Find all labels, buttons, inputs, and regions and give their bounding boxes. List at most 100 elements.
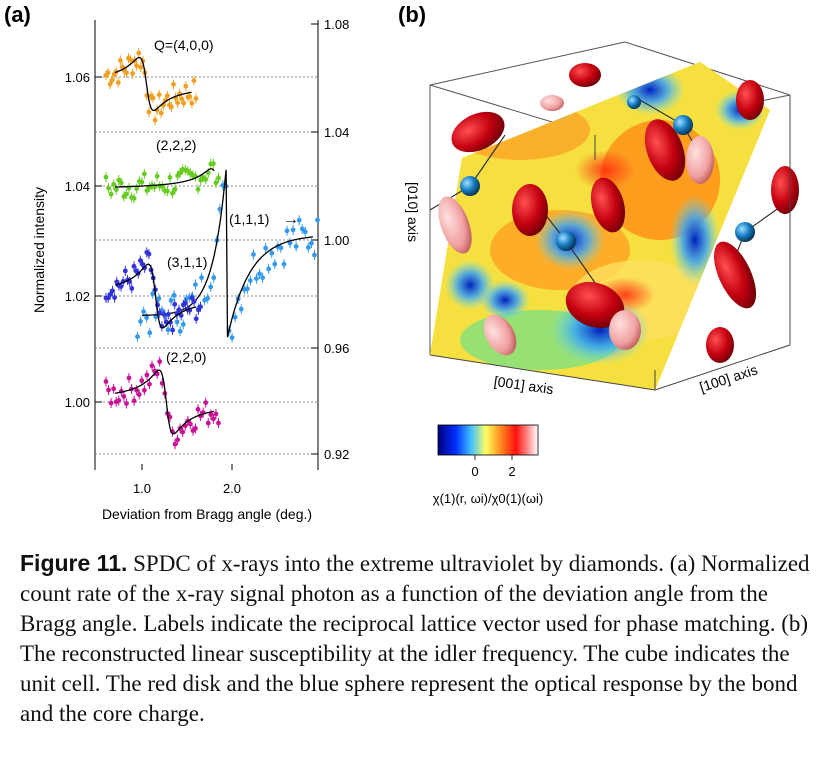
- data-point: [299, 226, 305, 232]
- data-point: [142, 265, 148, 271]
- colorbar-tick: 2: [508, 464, 515, 479]
- data-point: [109, 77, 115, 83]
- data-point: [281, 261, 287, 267]
- bond-disk: [512, 184, 548, 236]
- data-point: [170, 190, 175, 196]
- core-sphere: [460, 176, 480, 196]
- data-point: [278, 245, 284, 251]
- data-point: [208, 412, 214, 417]
- data-point: [269, 250, 275, 256]
- x-axis-label: Deviation from Bragg angle (deg.): [102, 506, 312, 522]
- data-point: [183, 300, 188, 306]
- data-point: [254, 276, 259, 281]
- data-point: [266, 266, 272, 272]
- series-label-220: (2,2,0): [166, 349, 206, 365]
- data-point: [198, 304, 203, 310]
- bond-disk: [540, 95, 564, 111]
- data-point: [134, 186, 140, 192]
- right-tick-label: 0.92: [324, 447, 349, 462]
- data-point: [114, 279, 120, 285]
- bond-disk: [706, 327, 734, 363]
- core-sphere: [556, 231, 576, 251]
- data-point: [124, 401, 129, 406]
- data-point: [305, 245, 311, 250]
- data-point: [205, 420, 211, 426]
- data-point: [205, 170, 211, 176]
- data-point: [136, 392, 142, 397]
- data-point: [203, 400, 209, 406]
- data-point: [147, 381, 152, 387]
- data-point: [284, 228, 290, 234]
- data-point: [213, 180, 219, 186]
- data-point: [210, 161, 216, 167]
- data-point: [139, 378, 145, 384]
- data-point: [108, 400, 114, 406]
- data-point: [146, 251, 152, 257]
- data-point: [126, 375, 132, 381]
- data-point: [135, 334, 140, 340]
- data-point: [141, 387, 147, 393]
- bond-disk: [771, 166, 799, 214]
- data-point: [312, 252, 317, 258]
- data-point: [296, 217, 302, 223]
- series-label-311: (3,1,1): [167, 254, 207, 270]
- bond-disk: [483, 314, 517, 356]
- fit-curve: [114, 56, 192, 112]
- data-point: [163, 319, 169, 325]
- data-point: [137, 258, 143, 263]
- data-point: [257, 271, 262, 277]
- data-point: [150, 291, 156, 297]
- axis-001-label: [001] axis: [493, 373, 555, 397]
- data-point: [293, 244, 299, 249]
- data-point: [193, 316, 199, 322]
- data-point: [172, 301, 178, 307]
- left-tick-label: 1.02: [65, 289, 90, 304]
- data-point: [193, 96, 199, 101]
- data-point: [172, 186, 178, 192]
- data-point: [138, 64, 144, 70]
- data-point: [156, 296, 162, 301]
- data-point: [171, 292, 177, 298]
- colorbar-label: χ(1)(r, ωi)/χ0(1)(ωi): [433, 491, 544, 506]
- data-point: [195, 406, 201, 412]
- data-point: [106, 185, 111, 191]
- data-point: [302, 229, 308, 235]
- data-point: [169, 104, 174, 110]
- data-point: [117, 58, 123, 63]
- data-point: [213, 411, 219, 417]
- data-point: [110, 288, 115, 294]
- data-point: [211, 275, 217, 281]
- data-point: [103, 174, 109, 180]
- figure-caption: Figure 11. SPDC of x-rays into the extre…: [20, 548, 820, 729]
- x-tick-label: 1.0: [133, 481, 151, 496]
- series-label-111: (1,1,1): [229, 211, 269, 227]
- fit-curve: [114, 263, 197, 329]
- data-point: [124, 70, 129, 76]
- right-tick-label: 1.08: [324, 17, 349, 32]
- data-point: [165, 327, 171, 333]
- data-point: [168, 298, 174, 303]
- data-point: [167, 175, 173, 180]
- data-point: [183, 83, 189, 89]
- data-point: [139, 179, 145, 185]
- data-point: [154, 173, 160, 179]
- data-point: [176, 307, 182, 313]
- bond-disk: [565, 281, 625, 329]
- data-point: [122, 268, 128, 274]
- data-point: [150, 95, 156, 101]
- data-point: [131, 263, 137, 269]
- data-point: [129, 285, 135, 291]
- data-point: [174, 319, 180, 325]
- data-point: [171, 81, 176, 87]
- data-point: [128, 57, 133, 63]
- data-point: [152, 117, 158, 123]
- y-axis-label: Normalized intensity: [31, 187, 47, 313]
- data-point: [149, 363, 155, 369]
- data-point: [177, 170, 183, 176]
- data-point: [189, 295, 195, 301]
- data-point: [111, 181, 117, 187]
- data-point: [118, 284, 124, 289]
- data-point: [164, 93, 170, 99]
- data-point: [199, 275, 204, 280]
- data-point: [177, 328, 183, 334]
